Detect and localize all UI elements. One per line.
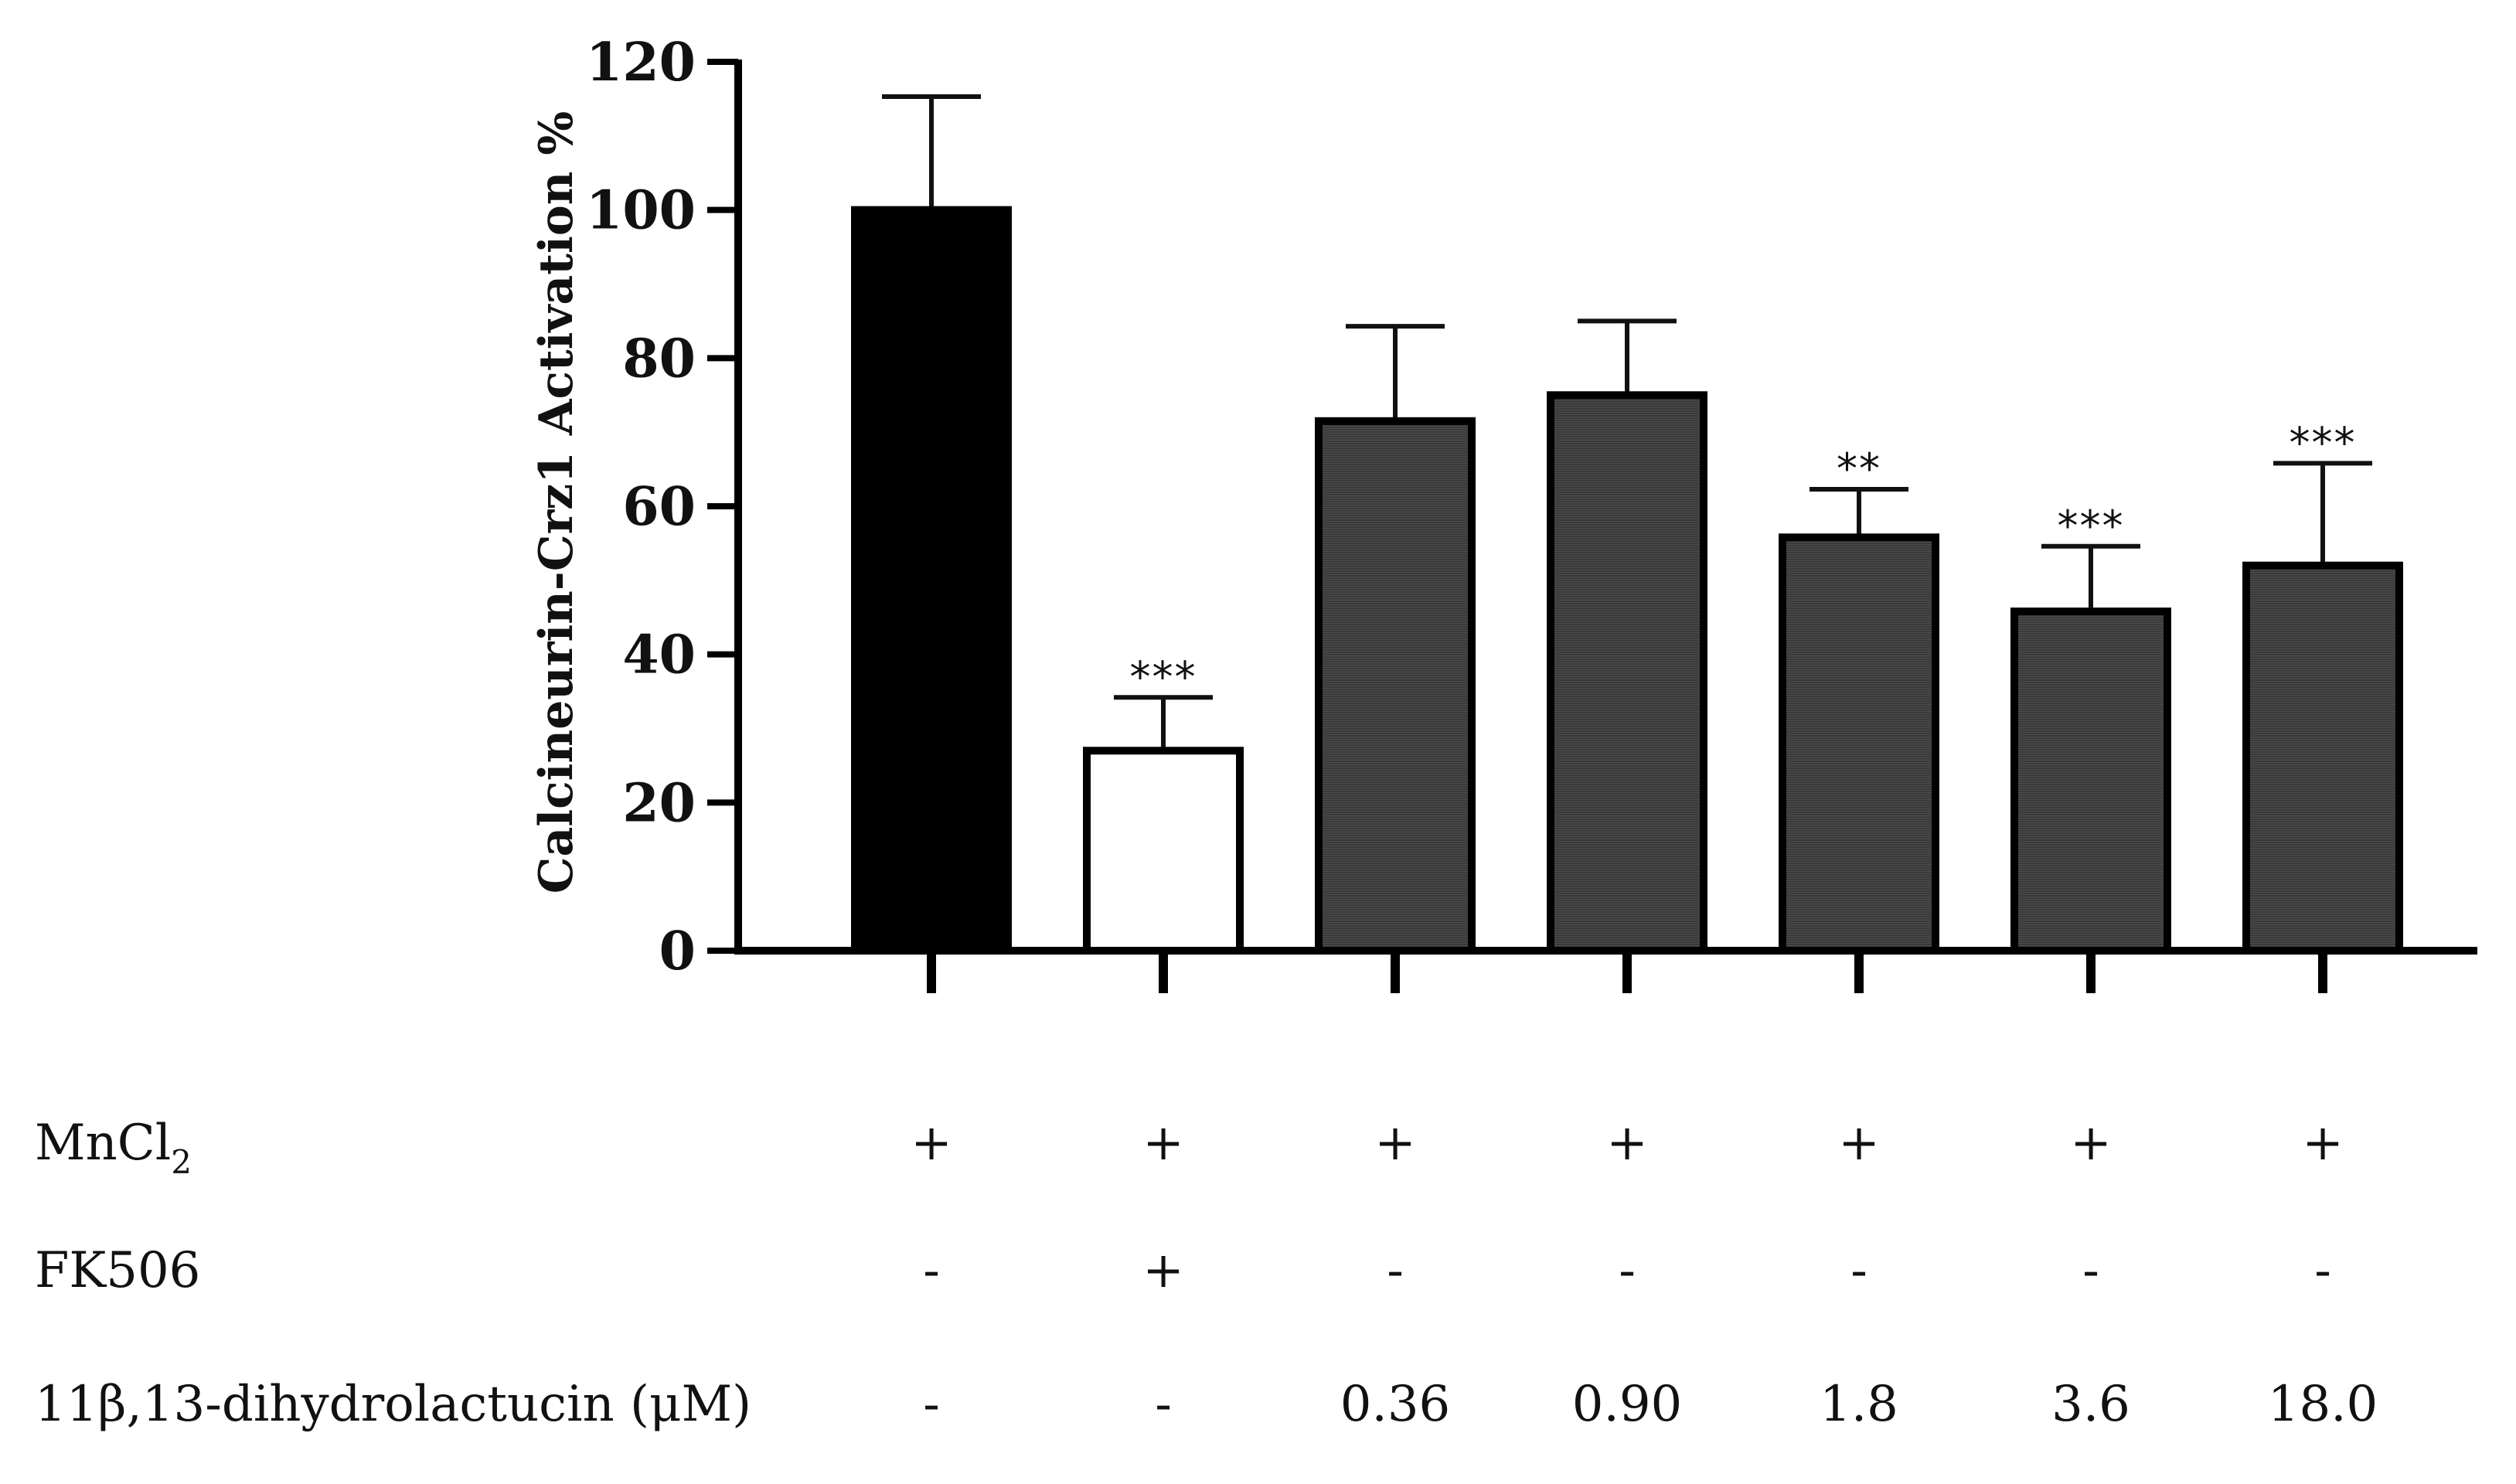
significance-label-5: ** <box>1837 444 1881 493</box>
cell-r3-c2: - <box>1155 1376 1172 1433</box>
cell-r1-c5: + <box>1838 1115 1880 1172</box>
y-tick-label-60: 60 <box>622 476 696 538</box>
significance-label-7: *** <box>2290 418 2357 467</box>
bar-4 <box>1547 391 1707 955</box>
y-tick-label-0: 0 <box>659 921 696 982</box>
cell-r2-c1: - <box>923 1242 940 1299</box>
cell-r2-c7: - <box>2314 1242 2331 1299</box>
y-tick-label-20: 20 <box>622 772 696 834</box>
cell-r1-c7: + <box>2302 1115 2344 1172</box>
conditions-table: MnCl2 + + + + + + + FK506 - + - - - - - 11β,13-dihydrola… <box>35 1115 2378 1433</box>
significance-label-6: *** <box>2058 502 2125 550</box>
cell-r2-c4: - <box>1619 1242 1636 1299</box>
cell-r2-c2: + <box>1142 1242 1184 1299</box>
cell-r3-c4: 0.90 <box>1572 1376 1683 1433</box>
bar-3 <box>1315 417 1476 955</box>
row-label-2: FK506 <box>35 1242 200 1299</box>
y-tick-label-120: 120 <box>586 32 696 94</box>
cell-r1-c6: + <box>2070 1115 2112 1172</box>
bar-2 <box>1083 747 1244 955</box>
cell-r1-c3: + <box>1374 1115 1416 1172</box>
bar-5 <box>1779 533 1939 955</box>
cell-r3-c7: 18.0 <box>2268 1376 2378 1433</box>
row-label-3: 11β,13-dihydrolactucin (μM) <box>35 1376 751 1433</box>
bar-6 <box>2010 608 2171 955</box>
cell-r2-c3: - <box>1387 1242 1404 1299</box>
cell-r1-c2: + <box>1142 1115 1184 1172</box>
y-tick-label-100: 100 <box>586 180 696 242</box>
cell-r2-c5: - <box>1850 1242 1867 1299</box>
y-tick-label-40: 40 <box>622 625 696 686</box>
y-tick-label-80: 80 <box>622 328 696 390</box>
y-axis-label: Calcineurin-Crz1 Activation % <box>529 111 584 894</box>
significance-label-2: *** <box>1130 652 1197 701</box>
cell-r3-c6: 3.6 <box>2051 1376 2130 1433</box>
bar-1 <box>851 206 1012 955</box>
row-label-1: MnCl2 <box>35 1115 192 1181</box>
cell-r1-c4: + <box>1606 1115 1648 1172</box>
bar-7 <box>2242 561 2403 955</box>
cell-r3-c3: 0.36 <box>1340 1376 1451 1433</box>
cell-r3-c1: - <box>923 1376 940 1433</box>
cell-r2-c6: - <box>2082 1242 2099 1299</box>
cell-r1-c1: + <box>911 1115 952 1172</box>
cell-r3-c5: 1.8 <box>1820 1376 1898 1433</box>
